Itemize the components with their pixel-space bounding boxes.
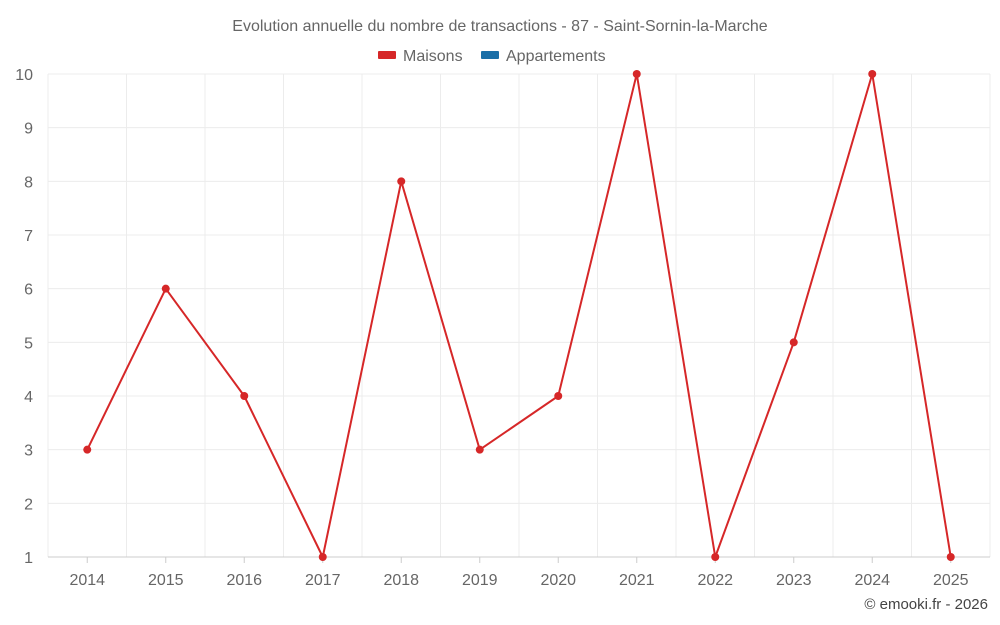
series-maisons [83, 70, 955, 561]
y-tick-label: 10 [15, 67, 33, 84]
x-tick-label: 2019 [462, 572, 498, 589]
y-axis: 1 2 3 4 5 6 7 8 9 10 [15, 67, 33, 567]
legend-label-appartements: Appartements [506, 48, 606, 65]
y-tick-label: 9 [24, 121, 33, 138]
x-tick-label: 2014 [69, 572, 105, 589]
grid [47, 73, 991, 557]
data-point[interactable] [240, 392, 249, 400]
y-tick-label: 2 [24, 496, 33, 513]
data-point[interactable] [946, 553, 955, 561]
y-tick-label: 3 [24, 443, 33, 460]
legend-swatch-maisons [378, 51, 396, 59]
data-point[interactable] [475, 445, 484, 454]
data-point[interactable] [318, 553, 327, 561]
x-tick-label: 2020 [540, 572, 576, 589]
y-tick-label: 8 [24, 174, 33, 191]
x-tick-label: 2021 [619, 572, 655, 589]
data-point[interactable] [83, 445, 92, 454]
x-tick-label: 2018 [383, 572, 419, 589]
x-axis: 2014 2015 2016 2017 2018 2019 2020 2021 2022 2023… [48, 556, 990, 589]
series-line-maisons [86, 73, 952, 558]
chart-title: Evolution annuelle du nombre de transact… [232, 18, 768, 35]
legend: Maisons Appartements [378, 48, 606, 65]
x-tick-label: 2023 [776, 572, 812, 589]
data-point[interactable] [789, 338, 798, 347]
x-tick-label: 2015 [148, 572, 184, 589]
legend-swatch-appartements [481, 51, 499, 59]
legend-item-maisons[interactable]: Maisons [378, 48, 463, 65]
x-tick-label: 2016 [226, 572, 262, 589]
y-tick-label: 4 [24, 389, 33, 406]
data-point[interactable] [868, 70, 877, 78]
legend-item-appartements[interactable]: Appartements [481, 48, 606, 65]
data-point[interactable] [711, 553, 720, 561]
y-tick-label: 7 [24, 228, 33, 245]
data-point[interactable] [554, 392, 563, 400]
data-point[interactable] [632, 70, 641, 78]
x-tick-label: 2017 [305, 572, 341, 589]
y-tick-label: 1 [24, 550, 33, 567]
x-tick-label: 2022 [697, 572, 733, 589]
data-point[interactable] [161, 284, 170, 293]
y-tick-label: 6 [24, 282, 33, 299]
legend-label-maisons: Maisons [403, 48, 463, 65]
data-point[interactable] [397, 177, 406, 186]
x-tick-label: 2025 [933, 572, 969, 589]
y-tick-label: 5 [24, 335, 33, 352]
credit-text: © emooki.fr - 2026 [864, 596, 988, 613]
x-tick-label: 2024 [854, 572, 890, 589]
